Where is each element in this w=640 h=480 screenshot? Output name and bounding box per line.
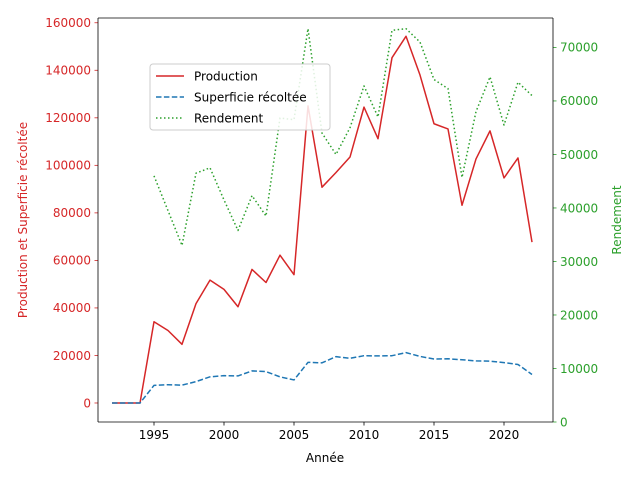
left-tick-label: 20000 <box>53 349 91 363</box>
series-line-rendement <box>153 27 533 247</box>
left-tick-label: 60000 <box>53 254 91 268</box>
right-axis-label: Rendement <box>610 185 624 254</box>
left-tick-label: 140000 <box>45 64 91 78</box>
left-tick-label: 120000 <box>45 111 91 125</box>
right-tick-label: 60000 <box>560 94 598 108</box>
right-tick-label: 50000 <box>560 148 598 162</box>
legend: Production Superficie récoltée Rendement <box>149 63 331 131</box>
legend-label-superficie: Superficie récoltée <box>194 91 307 105</box>
left-tick-label: 160000 <box>45 16 91 30</box>
x-axis-ticks: 1995 2000 2005 2010 2015 2020 <box>139 422 520 442</box>
right-axis-ticks: 0 10000 20000 30000 40000 50000 60000 70000 <box>553 41 598 429</box>
right-tick-label: 20000 <box>560 308 598 322</box>
right-tick-label: 0 <box>560 415 568 429</box>
right-tick-label: 30000 <box>560 255 598 269</box>
x-tick-label: 2005 <box>279 428 310 442</box>
x-tick-label: 2010 <box>349 428 380 442</box>
left-axis-label: Production et Superficie récoltée <box>16 122 30 318</box>
series-line-production <box>112 35 533 404</box>
x-axis-label: Année <box>306 451 344 465</box>
left-tick-label: 80000 <box>53 206 91 220</box>
left-tick-label: 40000 <box>53 301 91 315</box>
series-layer <box>112 27 533 404</box>
left-axis-ticks: 0 20000 40000 60000 80000 100000 120000 140000 1… <box>45 16 98 410</box>
left-tick-label: 0 <box>83 396 91 410</box>
legend-label-rendement: Rendement <box>194 112 263 126</box>
left-tick-label: 100000 <box>45 159 91 173</box>
right-tick-label: 40000 <box>560 201 598 215</box>
legend-label-production: Production <box>194 70 258 84</box>
x-tick-label: 2015 <box>419 428 450 442</box>
x-tick-label: 2020 <box>489 428 520 442</box>
x-tick-label: 1995 <box>139 428 170 442</box>
series-line-superficie-recoltee <box>112 351 533 404</box>
legend-box <box>149 63 331 131</box>
right-tick-label: 10000 <box>560 362 598 376</box>
right-tick-label: 70000 <box>560 41 598 55</box>
x-tick-label: 2000 <box>209 428 240 442</box>
